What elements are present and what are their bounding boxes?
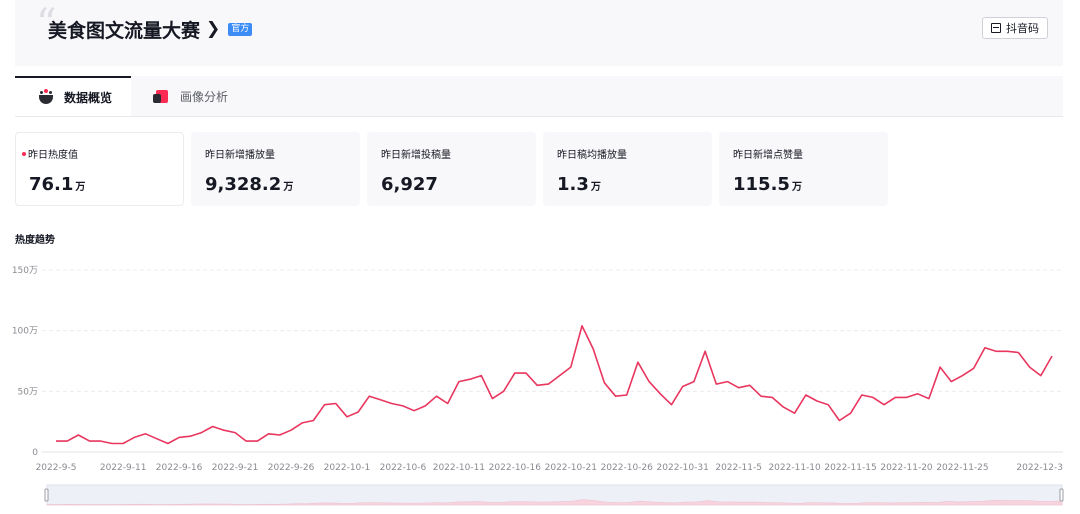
metric-label: 昨日热度值: [28, 150, 78, 161]
tab-data-overview[interactable]: 数据概览: [15, 76, 131, 116]
x-tick-label: 2022-10-26: [601, 463, 654, 473]
metric-value: 1.3: [557, 174, 589, 195]
x-tick-label: 2022-10-21: [545, 463, 597, 473]
metric-value: 9,328.2: [205, 174, 282, 195]
official-badge: 官方: [228, 22, 253, 36]
x-tick-label: 2022-9-11: [100, 463, 147, 473]
x-tick-label: 2022-11-25: [936, 463, 988, 473]
metric-unit: 万: [75, 182, 86, 193]
x-tick-label: 2022-10-1: [324, 463, 371, 473]
y-tick-label: 0: [32, 448, 38, 458]
zoom-handle-right[interactable]: [1059, 488, 1064, 502]
x-tick-label: 2022-11-10: [768, 463, 821, 473]
metric-value: 6,927: [381, 174, 438, 195]
x-tick-label: 2022-11-5: [715, 463, 762, 473]
title-link[interactable]: 美食图文流量大赛 ❯ 官方: [48, 17, 253, 42]
x-tick-label: 2022-10-16: [489, 463, 542, 473]
metric-cards: 昨日热度值 76.1 万 昨日新增播放量 9,328.2 万 昨日新增投稿量 6,9…: [15, 132, 888, 206]
metric-unit: 万: [283, 182, 294, 193]
y-tick-label: 100万: [12, 327, 38, 337]
metric-card-avg-plays[interactable]: 昨日稿均播放量 1.3 万: [543, 132, 712, 206]
zoom-handle-left[interactable]: [44, 488, 49, 502]
y-tick-label: 50万: [18, 387, 38, 397]
x-tick-label: 2022-10-6: [380, 463, 427, 473]
douyin-code-label: 抖音码: [1006, 22, 1039, 35]
douyin-code-button[interactable]: 抖音码: [982, 17, 1048, 39]
x-tick-label: 2022-10-11: [433, 463, 485, 473]
series-line: [56, 325, 1053, 445]
x-tick-label: 2022-9-21: [212, 463, 259, 473]
metric-label: 昨日稿均播放量: [557, 150, 627, 161]
contest-header: “ 美食图文流量大赛 ❯ 官方 抖音码: [15, 0, 1063, 66]
metric-value: 115.5: [733, 174, 790, 195]
x-tick-label: 2022-11-15: [824, 463, 876, 473]
metric-card-posts[interactable]: 昨日新增投稿量 6,927: [367, 132, 536, 206]
x-tick-label: 2022-9-16: [156, 463, 203, 473]
metric-card-heat[interactable]: 昨日热度值 76.1 万: [15, 132, 184, 206]
chevron-right-icon: ❯: [206, 19, 221, 39]
metric-label: 昨日新增点赞量: [733, 150, 803, 161]
zoom-area-preview: [46, 499, 1063, 506]
tab-label: 画像分析: [180, 89, 229, 104]
data-overview-icon: [37, 88, 55, 106]
portrait-analysis-icon: [153, 87, 171, 105]
x-tick-label: 2022-10-31: [657, 463, 709, 473]
selected-dot-icon: [22, 151, 26, 156]
qr-image-icon: [991, 23, 1001, 33]
metric-value: 76.1: [29, 174, 74, 195]
x-tick-label: 2022-9-26: [268, 463, 315, 473]
tab-label: 数据概览: [64, 90, 113, 105]
tab-bar: 数据概览 画像分析: [15, 76, 1063, 117]
metric-label: 昨日新增投稿量: [381, 150, 451, 161]
metric-card-likes[interactable]: 昨日新增点赞量 115.5 万: [719, 132, 888, 206]
metric-unit: 万: [791, 182, 802, 193]
quote-decoration: “: [36, 1, 57, 47]
metric-unit: 万: [590, 182, 601, 193]
section-title: 热度趋势: [15, 235, 55, 246]
contest-title: 美食图文流量大赛: [48, 19, 201, 42]
tab-portrait-analysis[interactable]: 画像分析: [153, 76, 228, 116]
metric-card-plays[interactable]: 昨日新增播放量 9,328.2 万: [191, 132, 360, 206]
metric-label: 昨日新增播放量: [205, 150, 275, 161]
x-tick-label: 2022-12-3: [1016, 463, 1063, 473]
heat-trend-chart: 0 50万 100万 150万 2022-9-5 2022-9-11 2022-9-16 20…: [12, 266, 1064, 506]
x-tick-label: 2022-9-5: [36, 463, 77, 473]
x-tick-label: 2022-11-20: [880, 463, 933, 473]
y-tick-label: 150万: [12, 266, 38, 276]
